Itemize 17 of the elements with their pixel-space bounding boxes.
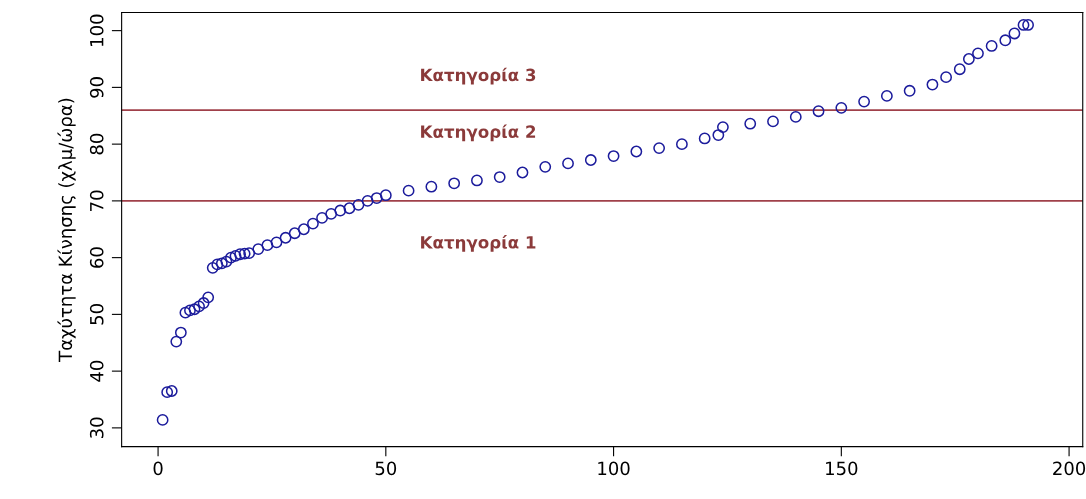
x-tick-label: 0	[153, 461, 163, 476]
y-tick-label: 30	[89, 417, 104, 438]
y-tick-label: 60	[89, 247, 104, 268]
annotation: Κατηγορία 3	[421, 67, 536, 85]
y-axis-title: Ταχύτητα Κίνησης (χλμ/ώρα)	[57, 98, 76, 362]
y-tick-label: 50	[89, 304, 104, 325]
annotation: Κατηγορία 2	[421, 124, 536, 142]
y-tick-label: 80	[89, 133, 104, 155]
x-tick-label: 100	[598, 461, 630, 476]
x-tick-label: 150	[826, 461, 858, 476]
y-tick-label: 90	[89, 77, 104, 98]
y-tick-label: 70	[89, 190, 104, 211]
x-tick-label: 50	[375, 461, 397, 476]
y-tick-label: 40	[89, 360, 104, 382]
x-tick-label: 200	[1053, 461, 1086, 476]
annotation: Κατηγορία 1	[421, 235, 536, 252]
y-tick-label: 100	[89, 14, 104, 46]
